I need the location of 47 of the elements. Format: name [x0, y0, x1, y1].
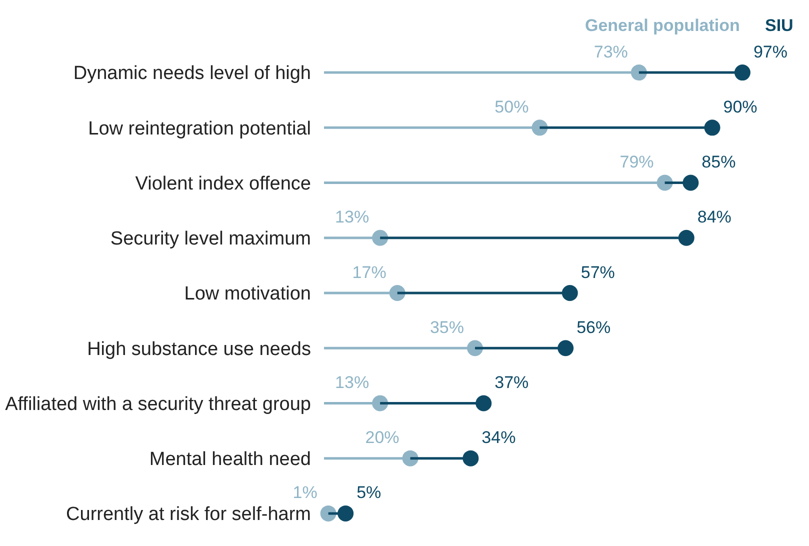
data-label: 13% [335, 208, 370, 227]
point [734, 64, 750, 81]
point [320, 505, 336, 522]
data-label: 57% [580, 262, 615, 282]
point [372, 230, 388, 246]
data-label: 1% [292, 483, 318, 502]
text: General population [585, 16, 740, 35]
point [558, 340, 574, 356]
point [338, 505, 354, 522]
y-tick-label: Dynamic needs level of high [73, 63, 311, 84]
point [389, 285, 406, 301]
point [476, 395, 492, 412]
point [372, 395, 388, 412]
data-label: 37% [494, 372, 529, 392]
text: SIU [765, 16, 794, 35]
data-label: 35% [430, 318, 464, 337]
point [462, 450, 479, 466]
data-label: 90% [723, 97, 758, 116]
point [704, 120, 720, 136]
data-label: 56% [576, 318, 611, 337]
data-label: 79% [620, 152, 654, 172]
data-label: 5% [356, 483, 382, 502]
point [532, 120, 548, 136]
data-label: 17% [352, 262, 386, 282]
point [678, 230, 694, 246]
data-label: 73% [594, 42, 628, 62]
data-label: 84% [697, 208, 732, 227]
y-tick-label: Mental health need [149, 448, 311, 470]
y-tick-label: High substance use needs [87, 338, 311, 360]
point [466, 340, 483, 356]
data-label: 13% [335, 372, 370, 392]
point [682, 174, 699, 191]
data-label: 50% [494, 97, 529, 116]
point [402, 450, 418, 466]
data-label: 97% [753, 42, 788, 62]
y-tick-label: Low reintegration potential [88, 118, 311, 140]
data-label: 85% [702, 152, 736, 172]
data-label: 20% [365, 428, 400, 448]
y-tick-label: Low motivation [184, 284, 311, 305]
y-tick-label: Currently at risk for self-harm [66, 504, 311, 526]
point [630, 64, 647, 81]
y-tick-label: Affiliated with a security threat group [5, 394, 311, 415]
data-label: 34% [482, 428, 516, 448]
point [656, 174, 673, 191]
point [562, 285, 578, 301]
y-tick-label: Violent index offence [135, 173, 311, 194]
y-tick-label: Security level maximum [110, 228, 311, 250]
